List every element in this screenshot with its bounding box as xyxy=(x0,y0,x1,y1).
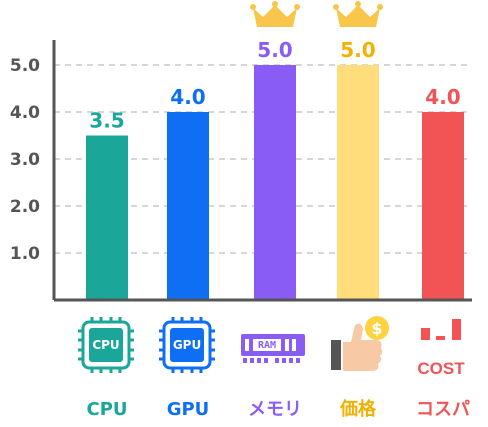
y-tick-label: 3.0 xyxy=(10,150,40,170)
bar xyxy=(254,65,296,300)
ram-module-icon: RAM xyxy=(241,334,305,363)
category-label: GPU xyxy=(167,399,210,420)
category-label: メモリ xyxy=(248,399,302,420)
y-tick-label: 2.0 xyxy=(10,197,40,217)
ram-icon-text: RAM xyxy=(258,340,276,351)
bar xyxy=(167,112,209,300)
cost-icon-text: COST xyxy=(417,359,465,378)
value-label: 3.5 xyxy=(89,109,124,133)
value-label: 4.0 xyxy=(170,85,205,109)
bars xyxy=(86,65,464,300)
thumbs-up-coin-icon: $ xyxy=(331,316,389,371)
crowns xyxy=(250,1,383,27)
cpu-icon-text: CPU xyxy=(92,338,119,352)
category-label: 価格 xyxy=(339,398,377,420)
gpu-icon-text: GPU xyxy=(173,338,201,352)
y-tick-label: 1.0 xyxy=(10,244,40,264)
cpu-chip-icon: CPU xyxy=(78,317,134,373)
bar xyxy=(86,135,128,300)
gpu-chip-icon: GPU xyxy=(159,317,215,373)
coin-symbol: $ xyxy=(371,319,382,338)
cost-bars-icon: COST xyxy=(417,319,465,378)
y-tick-label: 5.0 xyxy=(10,56,40,76)
category-label: コスパ xyxy=(416,399,470,420)
value-labels: 3.5 4.0 5.0 5.0 4.0 xyxy=(89,38,460,133)
y-tick-label: 4.0 xyxy=(10,103,40,123)
y-axis-ticks: 1.0 2.0 3.0 4.0 5.0 xyxy=(10,56,40,264)
category-labels: CPU GPU メモリ 価格 コスパ xyxy=(86,398,470,420)
value-label: 5.0 xyxy=(257,38,292,62)
value-label: 5.0 xyxy=(340,38,375,62)
value-label: 4.0 xyxy=(425,85,460,109)
crown-icon xyxy=(333,1,383,27)
bar xyxy=(422,112,464,300)
category-label: CPU xyxy=(86,399,127,420)
bar xyxy=(337,65,379,300)
crown-icon xyxy=(250,1,300,27)
